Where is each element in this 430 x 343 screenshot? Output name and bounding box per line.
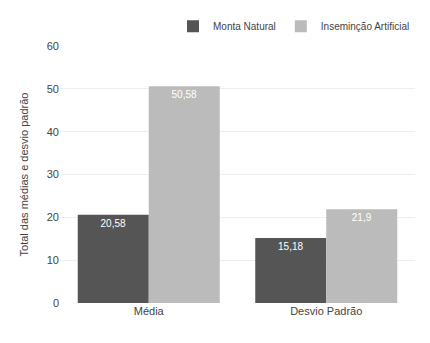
svg-text:10: 10: [47, 254, 59, 266]
svg-text:20: 20: [47, 211, 59, 223]
svg-text:Desvio Padrão: Desvio Padrão: [290, 305, 362, 317]
svg-text:Média: Média: [134, 305, 165, 317]
svg-text:Inseminção Artificial: Inseminção Artificial: [321, 21, 409, 32]
svg-text:60: 60: [47, 40, 59, 52]
svg-text:30: 30: [47, 168, 59, 180]
svg-text:40: 40: [47, 126, 59, 138]
svg-text:15,18: 15,18: [278, 241, 303, 252]
svg-text:50: 50: [47, 83, 59, 95]
svg-text:Total das médias e desvio padr: Total das médias e desvio padrão: [18, 93, 30, 257]
svg-text:50,58: 50,58: [172, 89, 197, 100]
svg-text:Monta Natural: Monta Natural: [213, 21, 276, 32]
svg-text:21,9: 21,9: [352, 212, 372, 223]
svg-text:0: 0: [53, 297, 59, 309]
svg-text:20,58: 20,58: [101, 218, 126, 229]
